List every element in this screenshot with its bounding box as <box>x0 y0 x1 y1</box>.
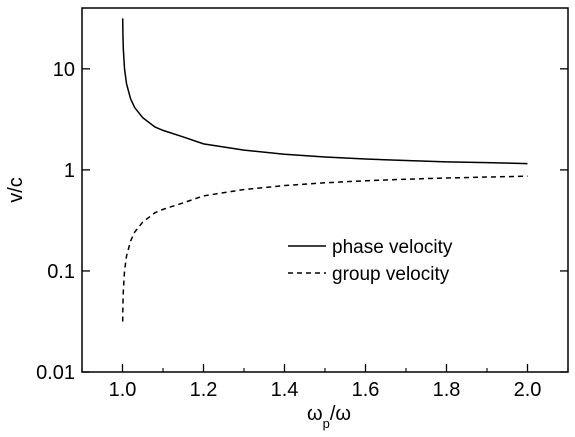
x-tick-label: 1.0 <box>109 379 137 401</box>
x-axis-label-rest: /ω <box>330 403 351 425</box>
y-axis-label: v/c <box>5 177 27 203</box>
legend-label-phase-velocity: phase velocity <box>332 237 453 258</box>
legend: phase velocity group velocity <box>288 237 453 285</box>
y-tick-label: 1 <box>64 160 75 182</box>
x-tick-label: 1.6 <box>352 379 380 401</box>
x-axis-label-sub: p <box>323 416 330 431</box>
x-axis-label-main: ω <box>307 403 323 425</box>
axis-labels-layer: v/c ωp/ω <box>5 177 351 430</box>
x-axis-label: ωp/ω <box>307 403 351 431</box>
group-velocity-line <box>121 175 528 322</box>
y-tick-label: 0.1 <box>47 261 75 283</box>
x-tick-label: 1.8 <box>433 379 461 401</box>
x-tick-label: 2.0 <box>514 379 542 401</box>
legend-label-group-velocity: group velocity <box>332 264 450 285</box>
phase-velocity-line <box>121 18 528 165</box>
plot-frame-layer <box>81 7 569 373</box>
series-layer <box>121 18 528 322</box>
plot-frame <box>81 7 569 373</box>
y-tick-label: 0.01 <box>36 362 75 384</box>
y-tick-label: 10 <box>53 59 75 81</box>
ticks-layer: 1.0 1.2 1.4 1.6 1.8 2.0 0.01 0.1 1 10 <box>36 59 569 401</box>
x-tick-label: 1.2 <box>190 379 218 401</box>
x-tick-label: 1.4 <box>271 379 299 401</box>
